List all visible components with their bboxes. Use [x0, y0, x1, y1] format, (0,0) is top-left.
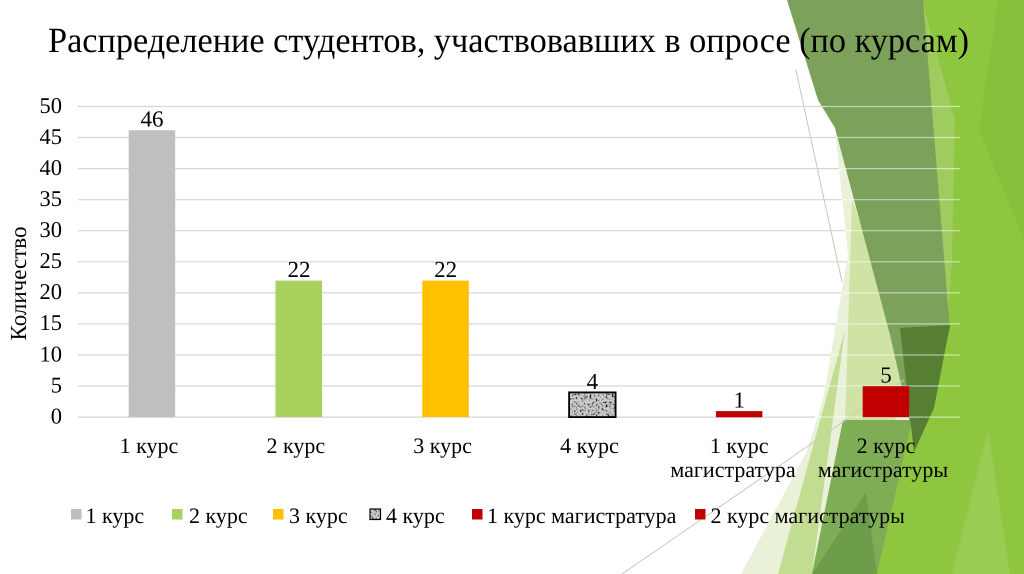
svg-text:Количество: Количество — [6, 227, 31, 341]
svg-text:10: 10 — [40, 341, 63, 366]
svg-text:1 курс: 1 курс — [710, 433, 769, 458]
svg-text:40: 40 — [40, 155, 63, 180]
svg-text:1 курс магистратура: 1 курс магистратура — [487, 503, 677, 528]
svg-text:0: 0 — [51, 403, 62, 428]
svg-text:15: 15 — [40, 310, 63, 335]
svg-text:1 курс: 1 курс — [86, 503, 145, 528]
svg-text:22: 22 — [434, 257, 457, 282]
svg-text:50: 50 — [40, 93, 63, 118]
svg-text:20: 20 — [40, 279, 63, 304]
svg-text:Распределение студентов, участ: Распределение студентов, участвовавших в… — [48, 20, 969, 60]
svg-text:46: 46 — [141, 107, 164, 132]
svg-text:4 курс: 4 курс — [560, 433, 619, 458]
svg-text:1: 1 — [733, 388, 745, 413]
svg-text:25: 25 — [40, 248, 63, 273]
svg-text:магистратуры: магистратуры — [818, 457, 949, 482]
svg-text:22: 22 — [288, 257, 311, 282]
svg-text:2 курс: 2 курс — [266, 433, 325, 458]
svg-text:35: 35 — [40, 186, 63, 211]
svg-text:3 курс: 3 курс — [413, 433, 472, 458]
svg-text:2 курс магистратуры: 2 курс магистратуры — [711, 503, 906, 528]
svg-text:5: 5 — [51, 372, 62, 397]
svg-text:45: 45 — [40, 124, 63, 149]
svg-text:2 курс: 2 курс — [857, 433, 916, 458]
svg-text:2 курс: 2 курс — [189, 503, 248, 528]
svg-text:магистратура: магистратура — [670, 457, 796, 482]
svg-text:5: 5 — [880, 363, 892, 388]
svg-text:4 курс: 4 курс — [386, 503, 445, 528]
svg-text:30: 30 — [40, 217, 63, 242]
svg-text:4: 4 — [587, 369, 599, 394]
svg-text:1 курс: 1 курс — [120, 433, 179, 458]
svg-text:3 курс: 3 курс — [289, 503, 348, 528]
